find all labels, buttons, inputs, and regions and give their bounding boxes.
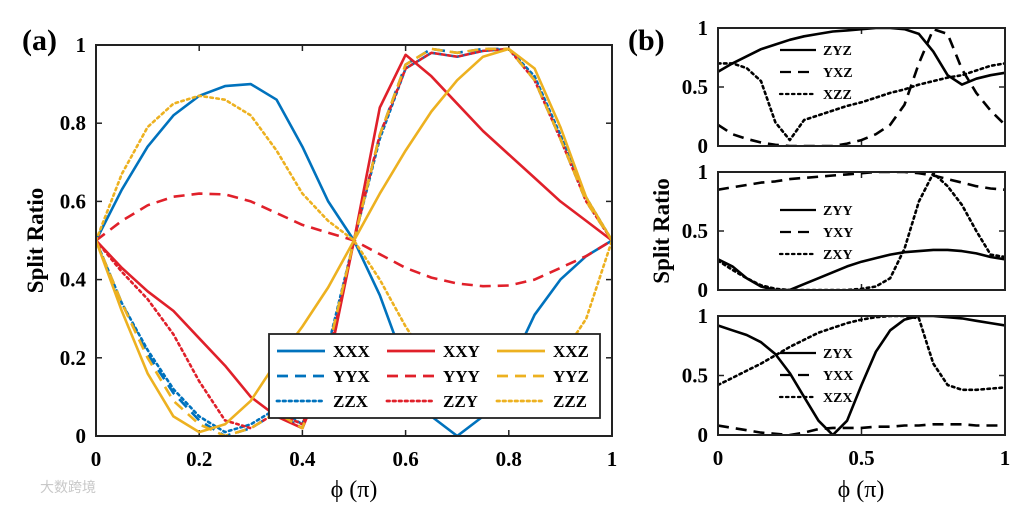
y-tick-label: 0 <box>698 278 709 302</box>
axes-frame <box>717 171 1006 291</box>
panel-b-label: (b) <box>628 24 665 57</box>
y-tick-label: 0.6 <box>60 189 86 213</box>
y-tick-label: 0 <box>698 423 709 447</box>
watermark: 大数跨境 <box>40 480 96 496</box>
series-line-zyz <box>718 28 1005 86</box>
y-tick-label: 0.5 <box>682 219 708 243</box>
subplot-1: 0 0.5 1 ZYZ YXZ XZZ <box>682 16 1006 158</box>
legend-label-zyx: ZYX <box>823 347 853 362</box>
y-axis-label: Split Ratio <box>23 188 48 293</box>
legend: ZYY YXY ZXY <box>778 204 853 263</box>
x-tick-label: 1 <box>607 447 618 471</box>
legend-label-xzz: XZZ <box>823 88 852 103</box>
legend-label-yyz: YYZ <box>553 367 589 386</box>
legend-label-xzx: XZX <box>823 391 853 406</box>
legend: ZYZ YXZ XZZ <box>778 44 853 103</box>
y-tick-label: 0 <box>76 424 87 448</box>
axes-frame <box>717 315 1006 436</box>
series-line-xzz <box>718 62 1005 142</box>
plot-area <box>718 316 1005 435</box>
legend-label-zxy: ZXY <box>823 248 853 263</box>
y-tick-label: 0.5 <box>682 364 708 388</box>
legend-label-xxy: XXY <box>443 342 480 361</box>
legend-label-zzz: ZZZ <box>553 392 587 411</box>
legend: XXX YYX ZZX XXY YYY ZZY XXZ YYZ ZZZ <box>268 333 601 419</box>
series-line-xzx <box>718 316 1005 392</box>
x-tick-label: 1 <box>1000 446 1011 470</box>
legend-label-zzx: ZZX <box>333 392 369 411</box>
x-axis-label: ϕ (π) <box>331 477 378 503</box>
legend-label-yyy: YYY <box>443 367 480 386</box>
series-line-yyx <box>96 47 612 436</box>
y-tick-label: 1 <box>76 33 87 57</box>
series-line-yxx <box>718 423 1005 435</box>
legend-label-yxz: YXZ <box>823 66 853 81</box>
legend-label-xxx: XXX <box>333 342 371 361</box>
legend-label-yxx: YXX <box>823 369 853 384</box>
legend-label-yyx: YYX <box>333 367 371 386</box>
series-line-yxz <box>718 28 1005 146</box>
series-line-zxy <box>718 172 1005 290</box>
x-tick-label: 0 <box>713 446 724 470</box>
x-tick-label: 0.5 <box>848 446 874 470</box>
legend-label-zyz: ZYZ <box>823 44 852 59</box>
y-tick-label: 0.4 <box>60 268 87 292</box>
x-tick-label: 0 <box>91 447 102 471</box>
x-axis-label: ϕ (π) <box>838 477 885 503</box>
legend-label-zyy: ZYY <box>823 204 853 219</box>
x-tick-label: 0.2 <box>186 447 212 471</box>
plot-area <box>718 28 1005 146</box>
panel-a-chart: 0 0.2 0.4 0.6 0.8 1 0 0.2 0.4 0.6 0.8 1 Split Ratio ϕ… <box>23 33 617 503</box>
y-tick-label: 0.2 <box>60 346 86 370</box>
legend-box <box>268 333 601 419</box>
legend-label-xxz: XXZ <box>553 342 589 361</box>
legend: ZYX YXX XZX <box>778 347 853 406</box>
y-tick-label: 1 <box>698 304 709 328</box>
y-axis-label: Split Ratio <box>649 178 674 283</box>
series-line-yxy <box>718 172 1005 191</box>
y-tick-label: 1 <box>698 160 709 184</box>
axes-frame <box>717 27 1006 147</box>
y-tick-label: 0 <box>698 134 709 158</box>
y-tick-label: 0.5 <box>682 75 708 99</box>
series-line-zyx <box>718 316 1005 435</box>
axes-frame <box>95 44 613 437</box>
y-tick-label: 0.8 <box>60 111 86 135</box>
y-tick-label: 1 <box>698 16 709 40</box>
subplot-2: 0 0.5 1 ZYY YXY ZXY <box>682 160 1006 302</box>
series-line-zzx <box>96 47 612 434</box>
panel-a-label: (a) <box>22 24 57 57</box>
legend-label-zzy: ZZY <box>443 392 478 411</box>
subplot-3: 0 0.5 1 0 0.5 1 ZYX YXX XZX <box>682 304 1011 470</box>
x-tick-label: 0.4 <box>289 447 316 471</box>
x-tick-label: 0.8 <box>496 447 522 471</box>
legend-label-yxy: YXY <box>823 226 853 241</box>
plot-area <box>718 172 1005 290</box>
x-tick-label: 0.6 <box>392 447 418 471</box>
